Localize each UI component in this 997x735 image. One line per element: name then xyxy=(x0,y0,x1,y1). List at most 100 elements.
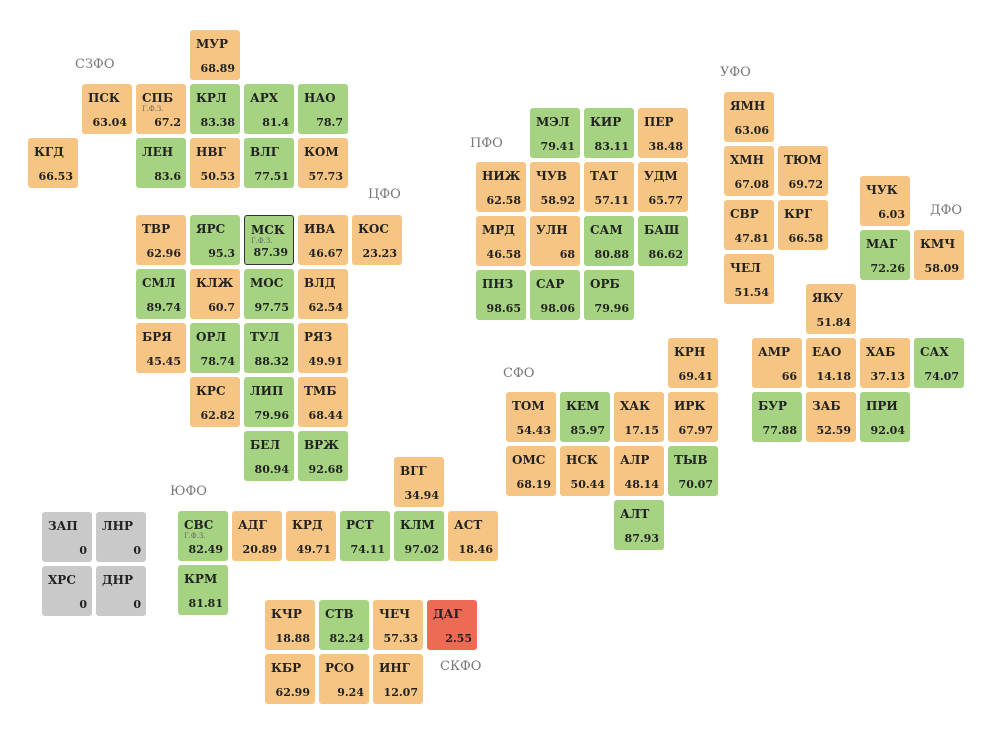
region-tile: ЛЕН 83.6 xyxy=(136,138,186,188)
region-tile: КГД 66.53 xyxy=(28,138,78,188)
region-tile: ОМС 68.19 xyxy=(506,446,556,496)
region-value: 83.6 xyxy=(154,170,181,183)
region-code: БУР xyxy=(758,399,788,413)
region-tile: БАШ 86.62 xyxy=(638,216,688,266)
region-value: 37.13 xyxy=(870,370,905,383)
region-code: АЛТ xyxy=(620,507,650,521)
region-code: ТЮМ xyxy=(784,153,822,167)
region-tile: АДГ 20.89 xyxy=(232,511,282,561)
region-code: ПНЗ xyxy=(482,277,514,291)
region-value: 85.97 xyxy=(570,424,605,437)
region-tile: ЧЕЧ 57.33 xyxy=(373,600,423,650)
region-tile: СВР 47.81 xyxy=(724,200,774,250)
region-value: 66.53 xyxy=(38,170,73,183)
region-value: 45.45 xyxy=(146,355,181,368)
region-value: 98.06 xyxy=(540,302,575,315)
region-value: 86.62 xyxy=(648,248,683,261)
district-label: ЮФО xyxy=(170,484,207,499)
region-tile: ЗАБ 52.59 xyxy=(806,392,856,442)
region-code: КГД xyxy=(34,145,64,159)
region-tile: КЛМ 97.02 xyxy=(394,511,444,561)
region-value: 87.93 xyxy=(624,532,659,545)
region-tile: ТВР 62.96 xyxy=(136,215,186,265)
region-code: МОС xyxy=(250,276,284,290)
region-tile: НСК 50.44 xyxy=(560,446,610,496)
region-tile: РСО 9.24 xyxy=(319,654,369,704)
region-value: 98.65 xyxy=(486,302,521,315)
region-tile: СМЛ 89.74 xyxy=(136,269,186,319)
region-value: 62.99 xyxy=(275,686,310,699)
region-code: КРН xyxy=(674,345,706,359)
region-tile: САХ 74.07 xyxy=(914,338,964,388)
region-value: 66.58 xyxy=(788,232,823,245)
region-tile: ТЮМ 69.72 xyxy=(778,146,828,196)
region-tile: МРД 46.58 xyxy=(476,216,526,266)
region-code: ЧУК xyxy=(866,183,898,197)
region-tile: КРС 62.82 xyxy=(190,377,240,427)
region-tile: АЛТ 87.93 xyxy=(614,500,664,550)
region-tile: ПРИ 92.04 xyxy=(860,392,910,442)
region-code: ОРБ xyxy=(590,277,620,291)
region-value: 57.11 xyxy=(594,194,629,207)
region-value: 81.4 xyxy=(262,116,289,129)
region-tile: ИВА 46.67 xyxy=(298,215,348,265)
region-code: НИЖ xyxy=(482,169,521,183)
region-value: 72.26 xyxy=(870,262,905,275)
region-tile: ЧУК 6.03 xyxy=(860,176,910,226)
region-tile: ЛИП 79.96 xyxy=(244,377,294,427)
region-value: 97.75 xyxy=(254,301,289,314)
region-tile: РЯЗ 49.91 xyxy=(298,323,348,373)
region-code: ПСК xyxy=(88,91,120,105)
region-value: 23.23 xyxy=(362,247,397,260)
region-tile: ПНЗ 98.65 xyxy=(476,270,526,320)
region-code: ВРЖ xyxy=(304,438,339,452)
region-value: 78.74 xyxy=(200,355,235,368)
region-code: ОРЛ xyxy=(196,330,227,344)
region-tile: ИРК 67.97 xyxy=(668,392,718,442)
region-value: 18.46 xyxy=(458,543,493,556)
region-code: ТМБ xyxy=(304,384,337,398)
region-code: ЗАП xyxy=(48,519,78,533)
region-value: 18.88 xyxy=(275,632,310,645)
region-value: 50.53 xyxy=(200,170,235,183)
region-code: КЧР xyxy=(271,607,302,621)
region-tile: ТУЛ 88.32 xyxy=(244,323,294,373)
region-tile: КРГ 66.58 xyxy=(778,200,828,250)
region-value: 82.49 xyxy=(188,543,223,556)
region-tile: САМ 80.88 xyxy=(584,216,634,266)
region-code: КРД xyxy=(292,518,323,532)
region-code: ЧЕЧ xyxy=(379,607,411,621)
region-tile: СТВ 82.24 xyxy=(319,600,369,650)
region-code: ДАГ xyxy=(433,607,462,621)
region-code: ОМС xyxy=(512,453,546,467)
region-value: 62.96 xyxy=(146,247,181,260)
region-code: КОМ xyxy=(304,145,339,159)
region-tile: КРД 49.71 xyxy=(286,511,336,561)
region-code: УДМ xyxy=(644,169,678,183)
region-value: 92.68 xyxy=(308,463,343,476)
region-value: 83.38 xyxy=(200,116,235,129)
region-code: КЛМ xyxy=(400,518,435,532)
region-code: ТАТ xyxy=(590,169,618,183)
region-tile: ПЕР 38.48 xyxy=(638,108,688,158)
region-tile: ОРЛ 78.74 xyxy=(190,323,240,373)
region-code: УЛН xyxy=(536,223,568,237)
region-value: 92.04 xyxy=(870,424,905,437)
region-tile: ДНР 0 xyxy=(96,566,146,616)
region-code: КРЛ xyxy=(196,91,227,105)
region-tile: САР 98.06 xyxy=(530,270,580,320)
region-tile: ЧУВ 58.92 xyxy=(530,162,580,212)
region-value: 68.89 xyxy=(200,62,235,75)
region-value: 83.11 xyxy=(594,140,629,153)
region-value: 46.67 xyxy=(308,247,343,260)
region-value: 0 xyxy=(133,598,141,611)
region-code: КРМ xyxy=(184,572,218,586)
region-code: ИВА xyxy=(304,222,336,236)
region-code: ЛИП xyxy=(250,384,284,398)
region-tile: АРХ 81.4 xyxy=(244,84,294,134)
region-tile: ТМБ 68.44 xyxy=(298,377,348,427)
region-tile: КРН 69.41 xyxy=(668,338,718,388)
region-code: ПЕР xyxy=(644,115,674,129)
region-code: ДНР xyxy=(102,573,134,587)
region-code: ИНГ xyxy=(379,661,410,675)
